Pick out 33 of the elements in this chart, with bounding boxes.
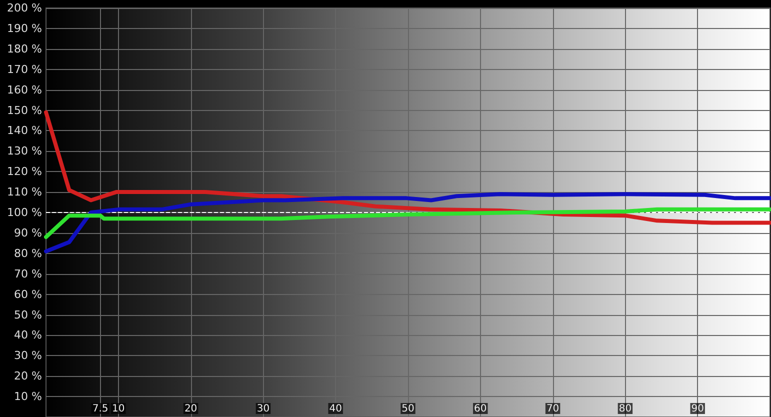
y-tick-label: 20 % xyxy=(14,370,42,383)
x-tick-label: 60 xyxy=(474,404,487,414)
y-tick-label: 160 % xyxy=(7,83,42,96)
x-tick-label: 20 xyxy=(184,404,198,414)
x-tick-label: 70 xyxy=(546,404,560,414)
y-tick-label: 200 % xyxy=(7,2,42,14)
y-tick-label: 120 % xyxy=(7,165,42,178)
line-series xyxy=(44,207,771,240)
x-tick-label: 7.5 xyxy=(92,404,108,414)
y-tick-label: 150 % xyxy=(7,104,42,117)
x-tick-label: 90 xyxy=(691,404,704,414)
y-tick-label: 80 % xyxy=(14,246,42,260)
x-tick-label: 30 xyxy=(256,404,270,414)
x-tick-label: 40 xyxy=(329,404,342,414)
y-tick-label: 30 % xyxy=(14,349,42,362)
y-tick-label: 110 % xyxy=(7,186,42,199)
x-tick-label: 50 xyxy=(402,404,414,414)
y-tick-label: 50 % xyxy=(14,308,42,322)
line-series xyxy=(44,192,771,254)
line-series xyxy=(44,110,771,225)
y-tick-label: 70 % xyxy=(14,267,42,280)
y-tick-label: 140 % xyxy=(7,124,42,138)
x-tick-label: 10 xyxy=(112,404,125,414)
y-tick-label: 190 % xyxy=(7,22,42,35)
y-tick-label: 130 % xyxy=(7,144,42,158)
y-tick-label: 100 % xyxy=(7,206,42,219)
y-tick-label: 180 % xyxy=(7,42,42,56)
y-tick-label: 90 % xyxy=(14,226,42,240)
y-tick-label: 10 % xyxy=(14,390,42,404)
y-tick-label: 40 % xyxy=(14,328,42,342)
y-tick-label: 170 % xyxy=(7,62,42,76)
x-tick-label: 80 xyxy=(618,404,632,414)
y-tick-label: 60 % xyxy=(14,288,42,301)
